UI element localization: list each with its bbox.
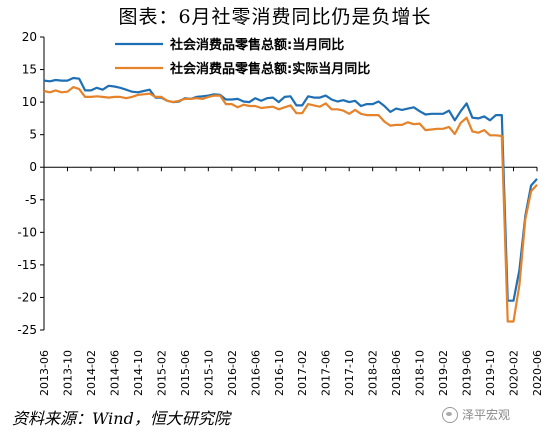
x-tick-label: 2020-06 <box>531 350 544 396</box>
watermark: 泽平宏观 <box>441 406 510 423</box>
x-tick-label: 2017-10 <box>343 350 356 396</box>
y-tick-label: 15 <box>22 63 37 77</box>
x-tick-label: 2016-06 <box>249 350 262 396</box>
x-tick-label: 2014-06 <box>108 350 121 396</box>
x-tick-label: 2020-02 <box>508 350 521 396</box>
x-tick-label: 2016-10 <box>273 350 286 396</box>
x-tick-label: 2016-02 <box>226 350 239 396</box>
y-tick-label: -10 <box>17 225 37 239</box>
x-tick-label: 2017-06 <box>320 350 333 396</box>
x-tick-label: 2017-02 <box>296 350 309 396</box>
y-tick-label: -5 <box>25 193 37 207</box>
x-tick-label: 2014-02 <box>85 350 98 396</box>
x-tick-label: 2015-02 <box>155 350 168 396</box>
x-tick-label: 2019-10 <box>484 350 497 396</box>
wechat-icon <box>441 406 458 423</box>
watermark-text: 泽平宏观 <box>461 408 510 422</box>
x-tick-label: 2019-06 <box>461 350 474 396</box>
y-tick-label: 0 <box>29 160 37 174</box>
series-line-1 <box>43 76 538 302</box>
legend-label-2: 社会消费品零售总额:实际当月同比 <box>169 61 370 77</box>
x-tick-label: 2015-06 <box>179 350 192 396</box>
series-lines <box>43 76 538 323</box>
chart-axes <box>43 37 537 330</box>
x-tick-label: 2015-10 <box>202 350 215 396</box>
y-tick-label: -20 <box>17 290 37 304</box>
x-tick-label: 2013-10 <box>61 350 74 396</box>
legend-label-1: 社会消费品零售总额:当月同比 <box>169 37 344 53</box>
y-tick-label: 20 <box>22 30 37 44</box>
y-tick-label: -15 <box>17 258 37 272</box>
source-note: 资料来源：Wind，恒大研究院 <box>12 409 230 428</box>
x-tick-label: 2018-10 <box>414 350 427 396</box>
x-tick-label: 2013-06 <box>38 350 51 396</box>
x-axis-ticks: 2013-06 2013-10 2014-02 2014-06 2014-10 2015-… <box>38 167 544 396</box>
x-tick-label: 2018-02 <box>367 350 380 396</box>
x-tick-label: 2014-10 <box>132 350 145 396</box>
y-tick-label: 5 <box>29 128 37 142</box>
series-line-2 <box>43 85 538 323</box>
y-tick-label: -25 <box>17 323 37 337</box>
x-tick-label: 2018-06 <box>390 350 403 396</box>
y-axis-ticks: 20 15 10 5 0 -5 -10 -15 -20 -25 <box>17 30 44 337</box>
x-tick-label: 2019-02 <box>437 350 450 396</box>
chart-title: 图表：6月社零消费同比仍是负增长 <box>118 6 432 28</box>
y-tick-label: 10 <box>22 95 37 109</box>
